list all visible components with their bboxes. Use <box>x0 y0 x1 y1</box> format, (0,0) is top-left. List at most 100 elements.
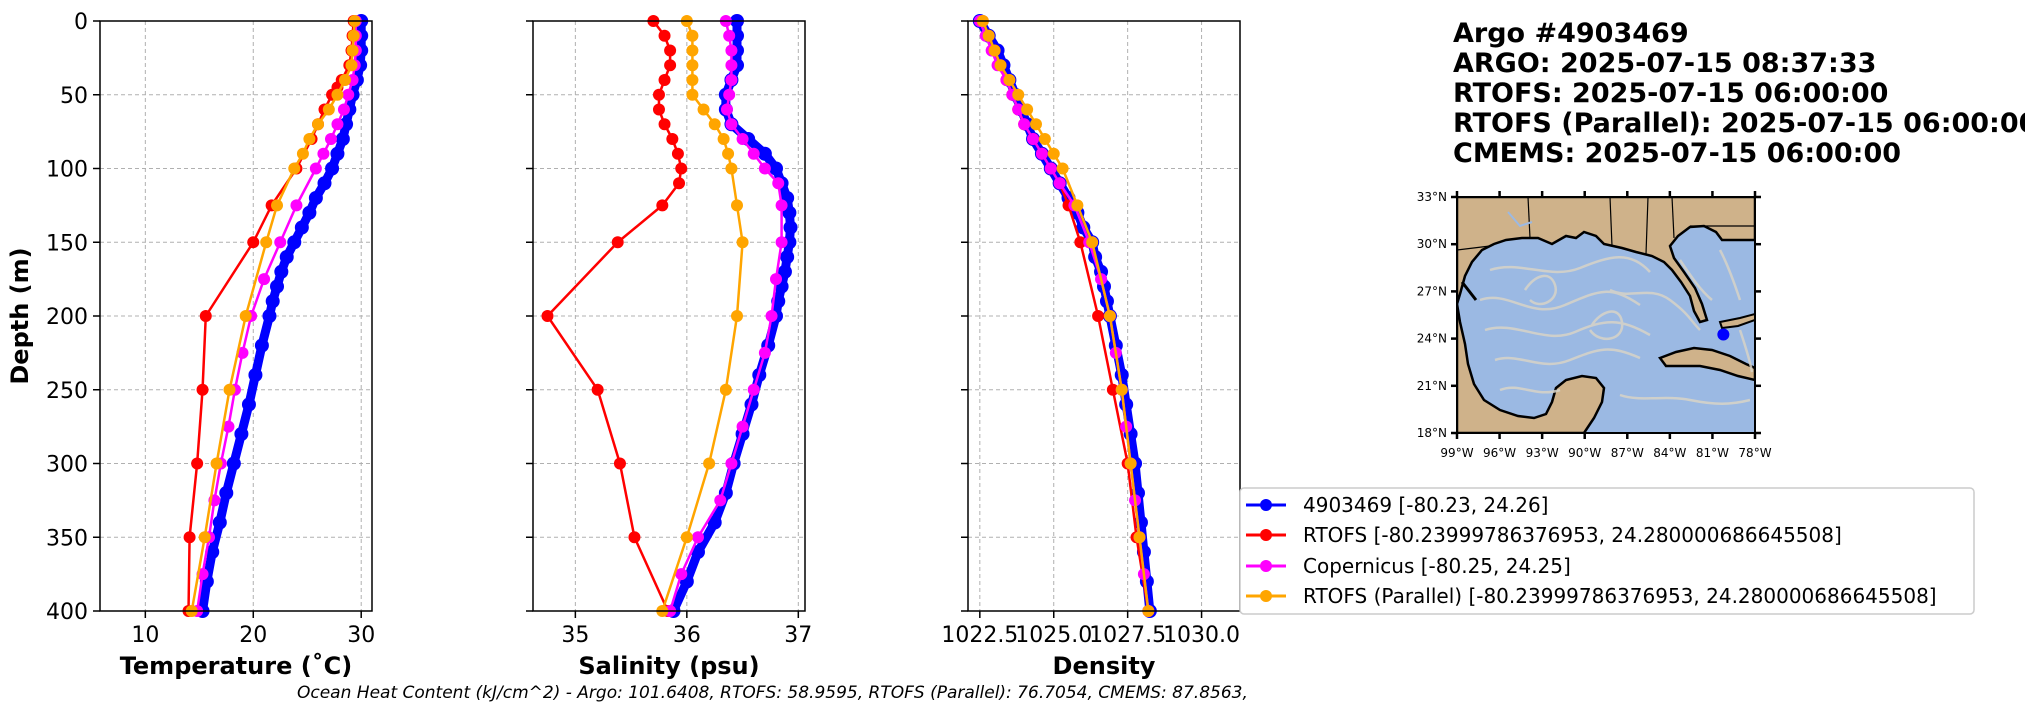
legend-label-rtofs-parallel: RTOFS (Parallel) [-80.23999786376953, 24… <box>1303 584 1937 608</box>
map-lon-label: 78°W <box>1738 446 1771 460</box>
temperature-point-rtofs-parallel <box>312 118 325 131</box>
header-line-rtofs-parallel-time: RTOFS (Parallel): 2025-07-15 06:00:00 <box>1453 108 2025 139</box>
temperature-point-rtofs-parallel <box>296 147 309 160</box>
map-coast-detail <box>1460 281 1478 301</box>
map-lat-label: 21°N <box>1417 379 1447 393</box>
temperature-y-tick-label: 0 <box>74 10 88 35</box>
density-point-rtofs-parallel <box>988 44 1001 57</box>
map-lat-label: 33°N <box>1417 190 1447 204</box>
density-point-4903469 <box>1119 397 1134 412</box>
salinity-point-rtofs <box>675 162 688 175</box>
temperature-point-rtofs <box>199 310 212 322</box>
legend-swatch-marker <box>1260 529 1272 541</box>
salinity-x-tick-label: 37 <box>784 623 812 648</box>
legend-label-copernicus: Copernicus [-80.25, 24.25] <box>1303 554 1571 578</box>
legend-entry-copernicus: Copernicus [-80.25, 24.25] <box>1246 554 1571 578</box>
map-lat-label: 18°N <box>1417 426 1447 440</box>
header-line-rtofs-time: RTOFS: 2025-07-15 06:00:00 <box>1453 78 1888 109</box>
legend-label-rtofs: RTOFS [-80.23999786376953, 24.2800006866… <box>1303 523 1842 547</box>
map-river <box>1507 211 1533 228</box>
temperature-point-4903469 <box>241 397 256 412</box>
salinity-point-rtofs <box>652 103 665 116</box>
density-point-4903469 <box>1114 368 1129 382</box>
density-point-rtofs-parallel <box>1047 147 1060 160</box>
temperature-point-copernicus <box>222 420 235 433</box>
map-lon-label: 84°W <box>1653 446 1686 460</box>
temperature-point-rtofs-parallel <box>339 74 352 86</box>
density-point-copernicus <box>1053 177 1066 190</box>
salinity-point-copernicus <box>725 457 738 470</box>
temperature-point-4903469 <box>335 132 350 146</box>
salinity-x-axis-label: Salinity (psu) <box>578 652 759 680</box>
salinity-point-copernicus <box>736 133 749 145</box>
salinity-point-rtofs <box>664 59 677 72</box>
temperature-point-copernicus <box>324 133 337 145</box>
map-lon-label: 93°W <box>1526 446 1559 460</box>
temperature-point-rtofs-parallel <box>239 310 252 322</box>
temperature-point-4903469 <box>317 176 332 191</box>
location-map: 33°N 30°N 27°N 24°N 21°N 18°N 99°W 96°W 93°W 90°W… <box>1417 190 1772 460</box>
density-point-rtofs-parallel <box>1133 531 1146 544</box>
temperature-y-tick-label: 150 <box>46 231 88 256</box>
salinity-point-rtofs-parallel <box>697 103 710 116</box>
density-x-tick-label: 1030.0 <box>1163 623 1240 648</box>
salinity-point-rtofs-parallel <box>680 531 693 544</box>
salinity-point-rtofs <box>652 88 665 101</box>
legend: 4903469 [-80.23, 24.26] RTOFS [-80.23999… <box>1239 487 1975 615</box>
temperature-y-tick-label: 200 <box>46 305 88 330</box>
salinity-profile-panel: 35 36 37 Salinity (psu) <box>526 14 812 680</box>
temperature-point-copernicus <box>342 88 355 101</box>
legend-entry-argo: 4903469 [-80.23, 24.26] <box>1246 493 1548 517</box>
salinity-point-rtofs <box>656 199 669 212</box>
temperature-x-axis-label: Temperature (˚C) <box>120 652 353 680</box>
salinity-point-rtofs <box>666 133 679 145</box>
temperature-y-tick-label: 250 <box>46 379 88 404</box>
density-series-rtofs-parallel <box>976 15 1155 617</box>
salinity-point-rtofs <box>673 177 686 190</box>
temperature-series-rtofs-parallel <box>185 15 361 617</box>
map-lon-label: 87°W <box>1611 446 1644 460</box>
salinity-point-rtofs-parallel <box>686 29 699 42</box>
density-point-rtofs-parallel <box>1030 118 1042 131</box>
temperature-point-rtofs-parallel <box>346 44 359 57</box>
temperature-point-4903469 <box>287 235 302 250</box>
legend-frame <box>1239 487 1975 615</box>
salinity-point-copernicus <box>725 44 738 57</box>
legend-entry-rtofs: RTOFS [-80.23999786376953, 24.2800006866… <box>1246 523 1842 547</box>
map-state-borders <box>1457 197 1755 255</box>
temperature-point-rtofs-parallel <box>271 199 284 212</box>
temperature-point-rtofs-parallel <box>347 29 360 42</box>
salinity-point-rtofs-parallel <box>725 162 738 175</box>
salinity-point-rtofs <box>541 310 554 322</box>
argo-float-location-marker <box>1717 328 1730 341</box>
salinity-point-copernicus <box>758 162 771 175</box>
salinity-point-rtofs-parallel <box>717 133 730 145</box>
salinity-point-4903469 <box>783 220 798 235</box>
temperature-point-rtofs <box>191 457 204 470</box>
salinity-point-rtofs-parallel <box>731 310 743 322</box>
salinity-point-rtofs-parallel <box>686 88 699 101</box>
density-point-rtofs-parallel <box>1071 199 1084 212</box>
density-point-rtofs-parallel <box>1038 133 1051 145</box>
density-point-rtofs-parallel <box>1115 383 1128 396</box>
map-land-small-islands <box>1718 312 1755 330</box>
temperature-point-copernicus <box>274 236 287 249</box>
temperature-point-4903469 <box>219 486 234 500</box>
temperature-point-4903469 <box>234 427 249 441</box>
map-frame <box>1456 196 1756 434</box>
density-point-rtofs-parallel <box>1012 88 1025 101</box>
density-point-copernicus <box>1027 133 1040 145</box>
temperature-point-4903469 <box>330 146 345 161</box>
temperature-point-4903469 <box>248 368 263 382</box>
salinity-point-copernicus <box>765 310 778 322</box>
density-x-tick-label: 1022.5 <box>941 623 1018 648</box>
density-point-rtofs <box>1106 383 1119 396</box>
density-point-copernicus <box>1012 103 1025 116</box>
temperature-point-4903469 <box>226 456 241 471</box>
salinity-point-copernicus <box>725 118 738 131</box>
density-x-tick-label: 1027.5 <box>1089 623 1166 648</box>
map-lon-label: 96°W <box>1483 446 1516 460</box>
salinity-point-rtofs-parallel <box>722 147 735 160</box>
